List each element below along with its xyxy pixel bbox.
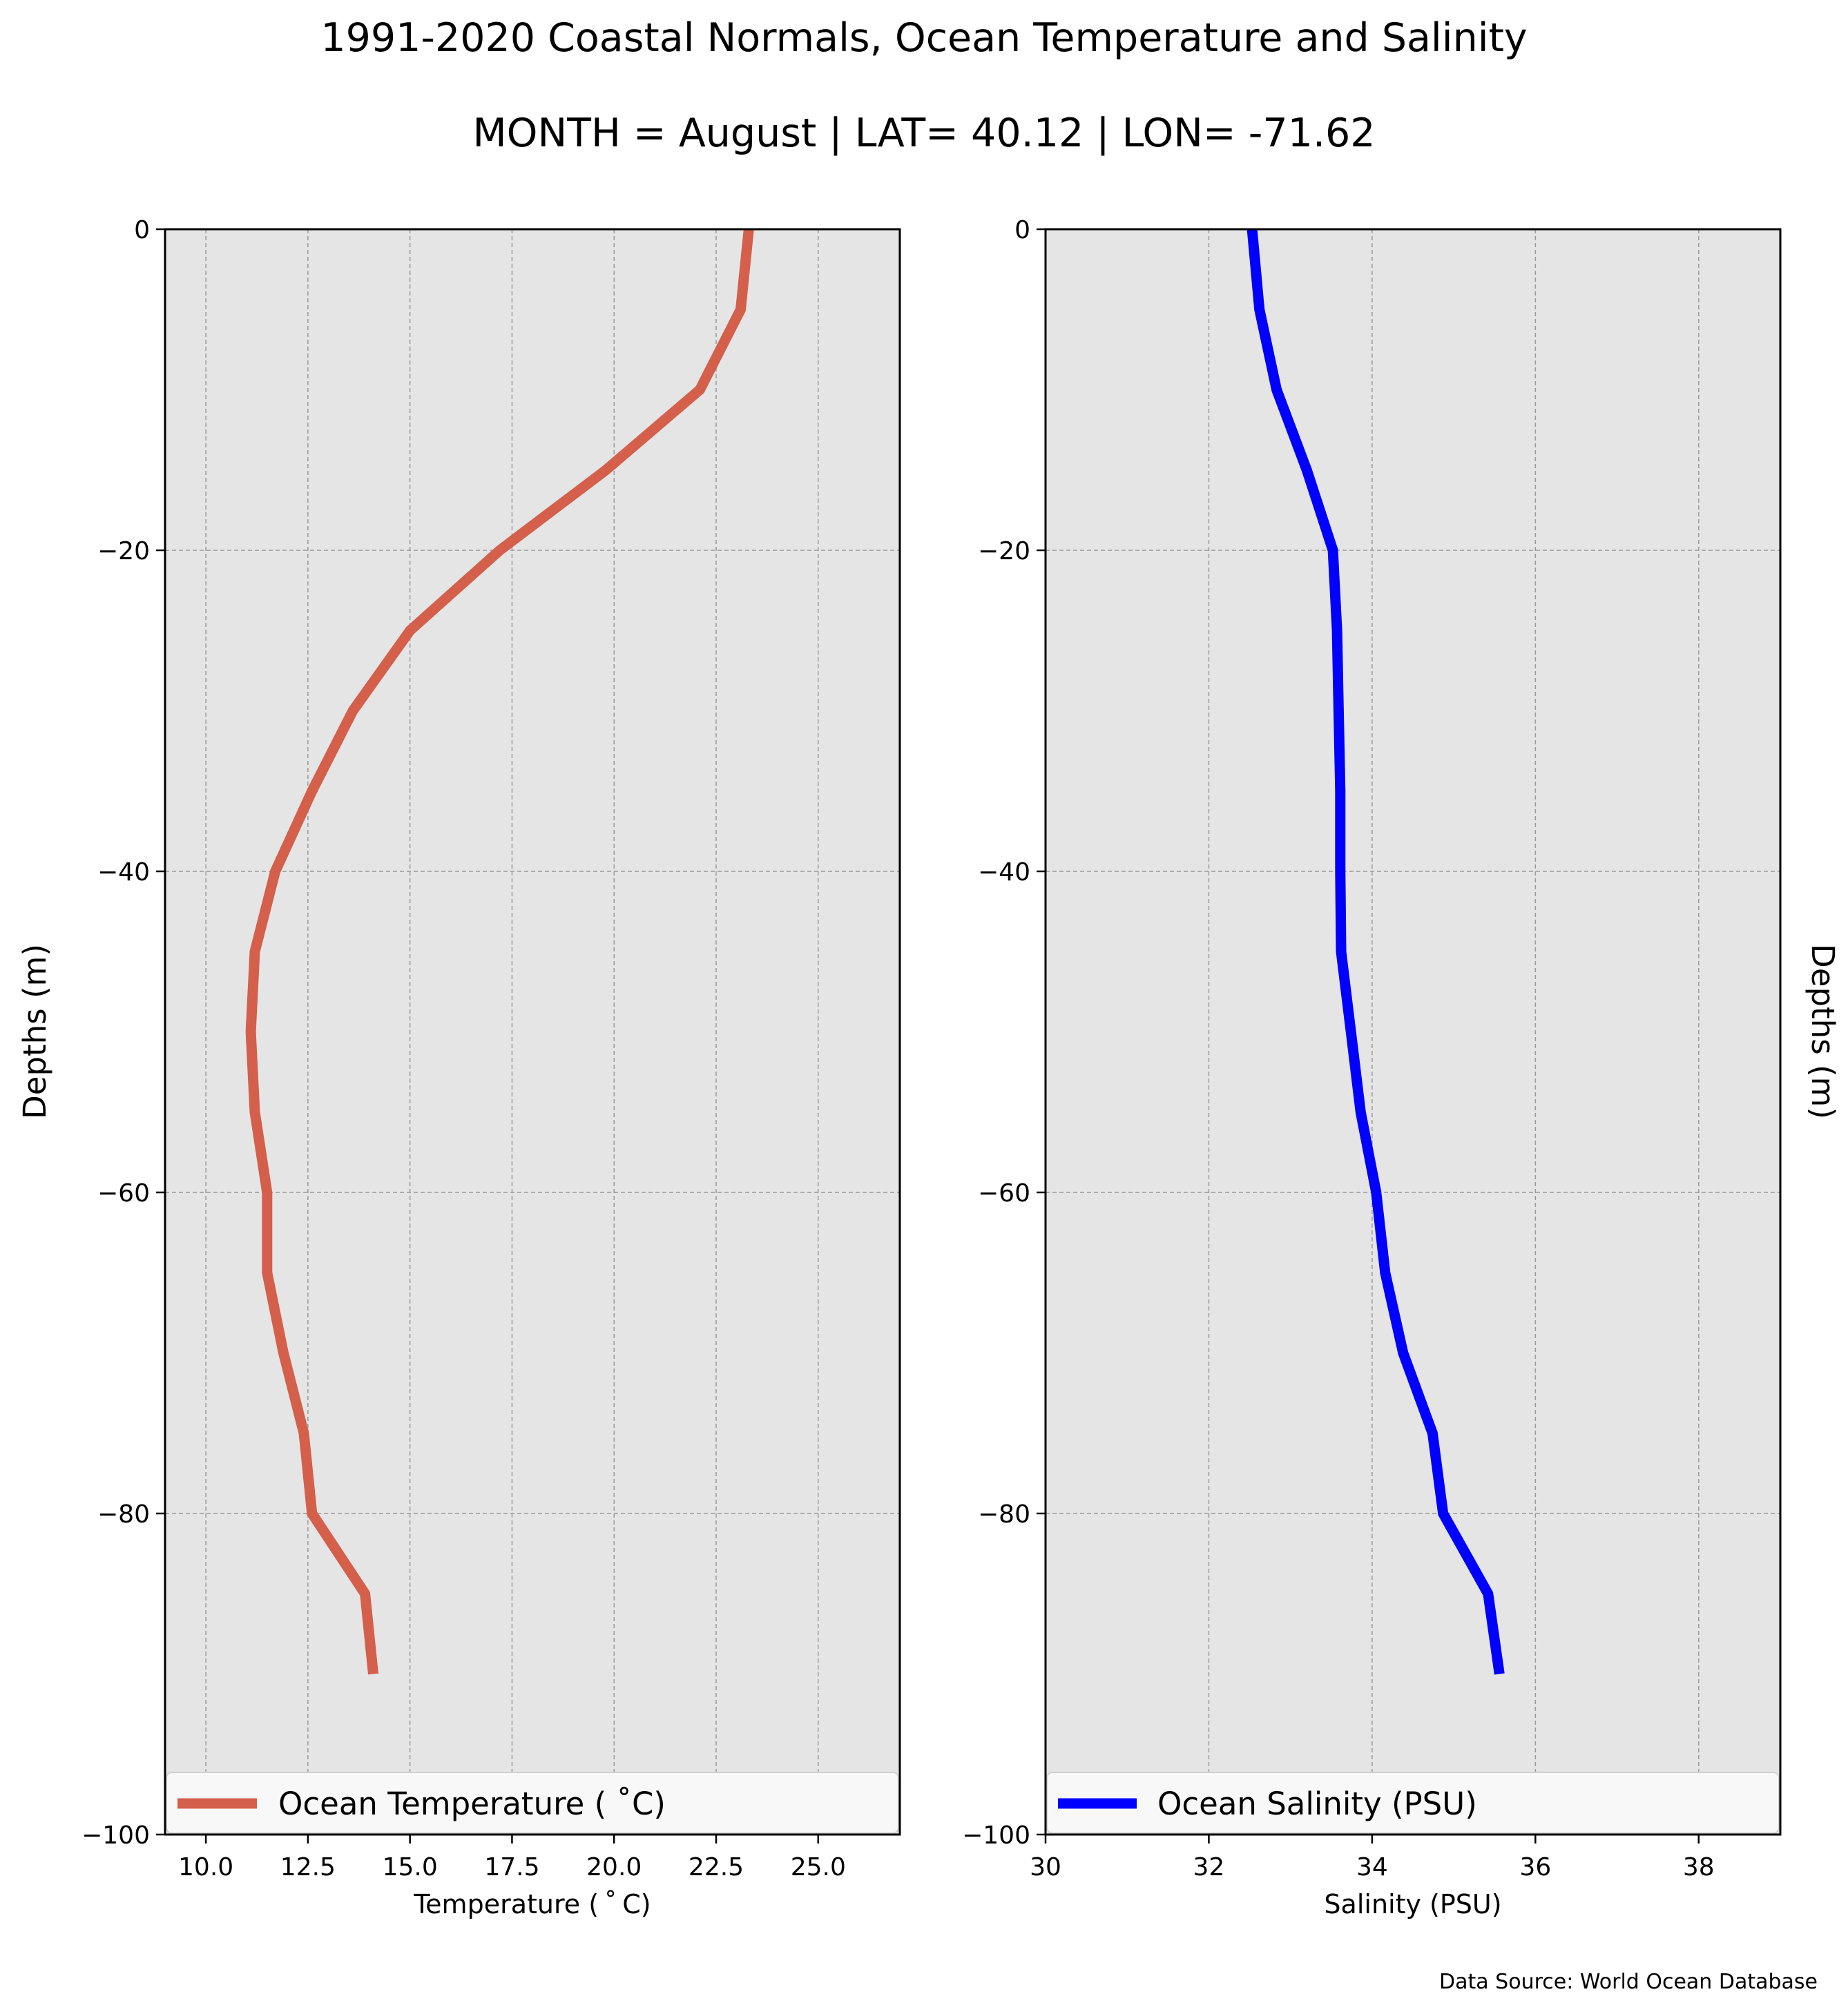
chart-subtitle: MONTH = August | LAT= 40.12 | LON= -71.6…: [472, 110, 1375, 156]
temperature-y-tick-label: −40: [97, 858, 150, 887]
salinity-y-tick-label: −100: [962, 1821, 1030, 1850]
chart-title: 1991-2020 Coastal Normals, Ocean Tempera…: [320, 15, 1527, 61]
salinity-x-tick-label: 36: [1519, 1853, 1551, 1881]
salinity-grid: [1046, 229, 1780, 1835]
temperature-legend: Ocean Temperature ( ˚C): [166, 1772, 899, 1834]
temperature-plot-area: [165, 229, 900, 1835]
temperature-panel: 10.0 12.5 15.0 17.5 20.0 22.5 25.0 0 −20 −40 −60 −8…: [17, 216, 901, 1919]
temperature-y-tick-label: −20: [97, 537, 150, 565]
salinity-x-tick-label: 34: [1356, 1853, 1388, 1881]
temperature-plot-frame: [164, 228, 901, 1836]
temperature-y-tick-label: −80: [97, 1500, 150, 1529]
temperature-ylabel: Depths (m): [17, 944, 53, 1119]
salinity-panel: 30 32 34 36 38 0 −20 −40 −60 −80 −100 Ocean Salini…: [962, 216, 1841, 1919]
data-source-note: Data Source: World Ocean Database: [1439, 1970, 1818, 1994]
salinity-ylabel: Depths (m): [1804, 944, 1841, 1119]
salinity-legend-box: [1046, 1772, 1780, 1834]
salinity-legend: Ocean Salinity (PSU): [1046, 1772, 1780, 1834]
salinity-series: [1247, 229, 1505, 1675]
salinity-y-tick-label: −40: [978, 858, 1030, 887]
salinity-xlabel: Salinity (PSU): [1324, 1889, 1501, 1919]
temperature-grid: [165, 229, 900, 1835]
temperature-x-tick-label: 22.5: [689, 1853, 744, 1881]
salinity-x-tick-label: 32: [1193, 1853, 1225, 1881]
temperature-series-line: [245, 229, 754, 1675]
temperature-x-tick-label: 12.5: [280, 1853, 336, 1881]
temperature-y-tick-label: −60: [97, 1179, 150, 1208]
salinity-y-tick-label: −20: [978, 537, 1030, 565]
salinity-plot-area: [1046, 229, 1780, 1835]
temperature-y-tick-label: −100: [81, 1821, 150, 1850]
salinity-y-tick-label: −60: [978, 1179, 1030, 1208]
salinity-y-tick-label: −80: [978, 1500, 1030, 1529]
temperature-ticks: 10.0 12.5 15.0 17.5 20.0 22.5 25.0 0 −20 −40 −60 −8…: [81, 216, 846, 1881]
temperature-series: [245, 229, 754, 1675]
salinity-y-tick-label: 0: [1014, 216, 1030, 244]
salinity-legend-label: Ocean Salinity (PSU): [1157, 1786, 1477, 1822]
temperature-x-tick-label: 20.0: [586, 1853, 642, 1881]
temperature-x-tick-label: 10.0: [178, 1853, 233, 1881]
salinity-x-tick-label: 38: [1683, 1853, 1715, 1881]
salinity-series-line: [1247, 229, 1505, 1675]
temperature-legend-label: Ocean Temperature ( ˚C): [278, 1786, 666, 1822]
salinity-plot-frame: [1044, 228, 1782, 1836]
temperature-y-tick-label: 0: [134, 216, 150, 244]
salinity-ticks: 30 32 34 36 38 0 −20 −40 −60 −80 −100: [962, 216, 1715, 1881]
temperature-xlabel: Temperature ( ˚ C): [413, 1889, 651, 1919]
temperature-legend-box: [166, 1772, 899, 1834]
temperature-x-tick-label: 25.0: [791, 1853, 846, 1881]
temperature-x-tick-label: 15.0: [383, 1853, 438, 1881]
temperature-x-tick-label: 17.5: [484, 1853, 539, 1881]
salinity-x-tick-label: 30: [1030, 1853, 1061, 1881]
